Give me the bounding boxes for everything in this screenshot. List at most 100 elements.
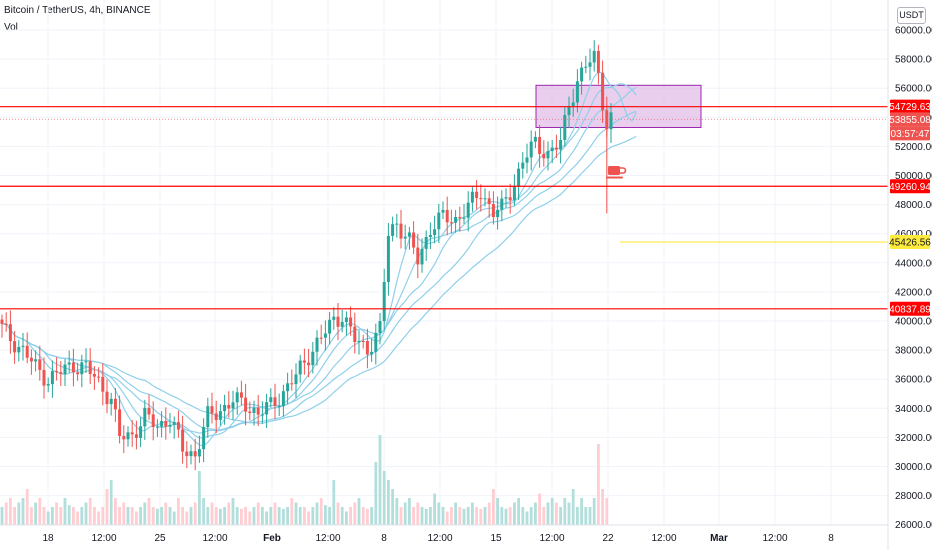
candle-body: [454, 216, 458, 223]
volume-bar: [332, 480, 336, 525]
volume-bar: [458, 507, 462, 525]
candle-body: [441, 209, 445, 213]
candle-body: [17, 346, 21, 353]
candle-body: [235, 392, 239, 403]
countdown-badge-background: [890, 126, 930, 141]
level-badge-label: 54729.63: [889, 102, 931, 113]
volume-bar: [513, 502, 516, 525]
volume-bar: [219, 508, 222, 525]
candle-body: [529, 141, 533, 158]
volume-bar: [139, 507, 142, 525]
volume-bar: [504, 508, 508, 525]
candle-body: [294, 374, 298, 385]
candle-body: [172, 422, 176, 425]
volume-bar: [9, 498, 12, 525]
candle-body: [151, 414, 155, 427]
volume-bar: [17, 502, 21, 525]
candle-body: [302, 360, 306, 363]
volume-bar: [185, 511, 189, 525]
volume-bar: [374, 462, 378, 525]
volume-bar: [261, 507, 264, 525]
volume-bar: [93, 507, 96, 525]
volume-bar: [412, 507, 415, 525]
candle-body: [395, 223, 399, 225]
volume-bar: [433, 493, 436, 525]
candle-body: [588, 62, 592, 67]
time-tick-label: 15: [490, 533, 502, 544]
candle-body: [609, 112, 613, 130]
candle-body: [231, 402, 235, 409]
time-tick-label: Mar: [710, 533, 728, 544]
volume-bar: [605, 498, 609, 525]
volume-bar: [223, 507, 226, 525]
candle-body: [458, 216, 462, 219]
volume-bar: [202, 498, 205, 525]
candle-body: [399, 223, 403, 239]
candle-body: [130, 432, 134, 435]
candle-body: [160, 421, 164, 427]
candle-body: [50, 371, 54, 385]
candle-body: [105, 391, 109, 405]
volume-bar: [168, 507, 172, 525]
level-badge-background: [890, 301, 930, 316]
volume-bar: [601, 489, 604, 525]
candle-body: [298, 360, 302, 375]
volume-bar: [30, 507, 33, 525]
candle-body: [256, 407, 260, 415]
candle-body: [25, 345, 29, 358]
volume-bar: [265, 511, 268, 525]
volume-bar: [63, 498, 67, 525]
candle-body: [202, 427, 206, 450]
candlesticks: [0, 40, 613, 471]
currency-button[interactable]: USDT: [897, 7, 926, 24]
chart-title: Bitcoin / TetherUS, 4h, BINANCE: [4, 5, 151, 16]
volume-indicator-label[interactable]: Vol: [4, 22, 18, 33]
volume-bar: [450, 507, 453, 525]
volume-bar: [592, 498, 596, 525]
candle-body: [197, 449, 201, 457]
price-tick-label: 52000.00: [895, 142, 932, 153]
candle-body: [290, 383, 294, 385]
volume-bar: [80, 507, 84, 525]
candle-body: [428, 234, 432, 238]
volume-bar: [46, 511, 50, 525]
candle-body: [38, 359, 42, 370]
candle-body: [239, 392, 243, 398]
level-badge-background: [890, 179, 930, 194]
volume-bar: [38, 498, 42, 525]
candle-body: [55, 371, 59, 373]
volume-bar: [307, 511, 310, 525]
volume-bar: [303, 507, 306, 525]
time-tick-label: 12:00: [202, 533, 227, 544]
candle-body: [109, 398, 113, 405]
volume-bar: [105, 489, 109, 525]
level-badge-label: 49260.94: [889, 182, 931, 193]
volume-bar: [483, 507, 487, 525]
volume-bar: [538, 493, 541, 525]
candle-body: [344, 317, 348, 322]
candle-body: [332, 316, 336, 320]
volume-bar: [487, 502, 491, 525]
volume-bar: [164, 502, 168, 525]
candle-body: [445, 209, 449, 223]
candle-body: [80, 362, 84, 375]
volume-bar: [437, 502, 441, 525]
price-axis: 60000.0058000.0056000.0054000.0052000.00…: [895, 26, 932, 532]
ray-badge-background: [890, 235, 930, 250]
volume-bar: [114, 498, 117, 525]
candle-body: [281, 391, 285, 406]
price-tick-label: 40000.00: [895, 317, 932, 328]
volume-bar: [567, 502, 571, 525]
candle-body: [374, 332, 378, 352]
time-tick-label: 12:00: [315, 533, 340, 544]
candle-body: [596, 50, 600, 73]
volume-bar: [248, 511, 252, 525]
price-tick-label: 48000.00: [895, 200, 932, 211]
candle-body: [386, 235, 390, 282]
price-tick-label: 36000.00: [895, 375, 932, 386]
candle-body: [365, 341, 369, 355]
candle-body: [319, 337, 323, 339]
level-badge-label: 40837.89: [889, 304, 931, 315]
volume-bar: [76, 511, 79, 525]
